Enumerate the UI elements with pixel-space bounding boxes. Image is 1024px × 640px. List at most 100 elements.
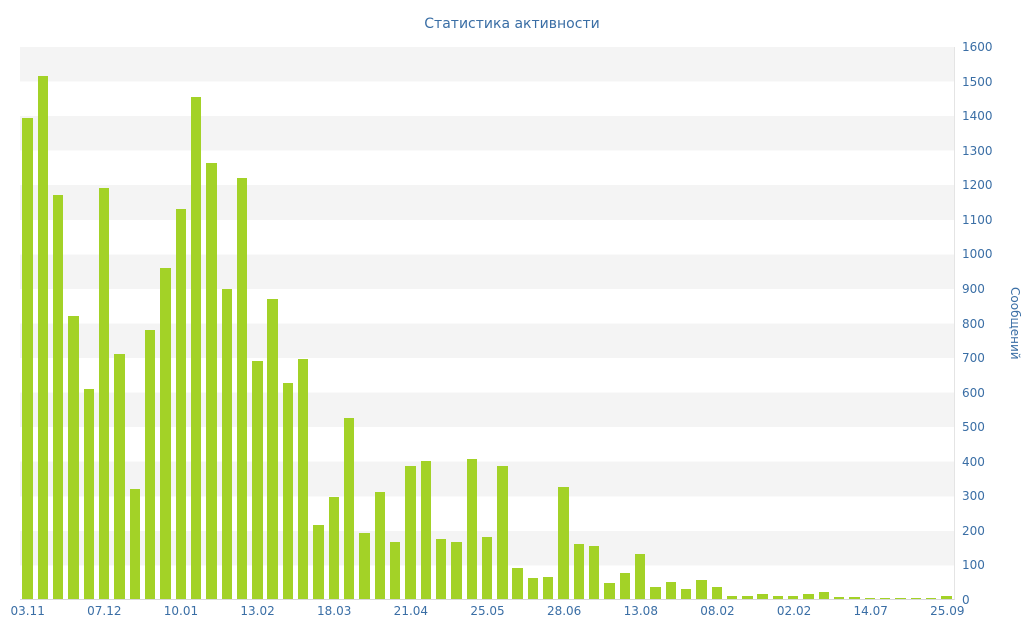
bar-slot [740, 47, 755, 599]
bar [665, 581, 676, 599]
bar [389, 542, 401, 599]
x-slot [679, 602, 694, 620]
x-tick-label: 03.11 [10, 604, 45, 618]
bar-slot [357, 47, 372, 599]
x-slot: 03.11 [10, 602, 44, 620]
bar-slot [479, 47, 494, 599]
x-slot: 07.12 [87, 602, 121, 620]
bar-slot [66, 47, 81, 599]
x-slot: 25.09 [930, 602, 964, 620]
y-tick-label: 1000 [962, 247, 993, 262]
bar-slot [648, 47, 663, 599]
x-slot: 25.05 [470, 602, 504, 620]
bar [144, 329, 156, 599]
bar-slot [403, 47, 418, 599]
bar [252, 360, 263, 599]
x-tick-label: 10.01 [163, 604, 199, 618]
bar-slot [602, 47, 617, 599]
bar [742, 595, 753, 599]
x-slot [265, 602, 280, 620]
bar [818, 592, 830, 599]
x-slot [35, 602, 50, 620]
x-slot [817, 602, 832, 620]
x-slot [281, 602, 296, 620]
bar [864, 597, 876, 599]
bar [497, 466, 508, 599]
y-tick-label: 400 [962, 454, 985, 469]
bar-slot [786, 47, 801, 599]
x-slot [373, 602, 388, 620]
bar-slot [219, 47, 234, 599]
bar [313, 524, 324, 599]
bar-slot [678, 47, 693, 599]
bar-slot [587, 47, 602, 599]
x-tick-label: 25.05 [470, 604, 505, 618]
x-tick-label: 18.03 [317, 604, 352, 618]
y-tick-label: 1500 [962, 74, 993, 89]
x-tick-label: 28.06 [546, 604, 582, 618]
bar-slot [633, 47, 648, 599]
x-slot [127, 602, 142, 620]
x-slot [449, 602, 464, 620]
bar-slot [464, 47, 479, 599]
x-slot [587, 602, 602, 620]
bar-slot [832, 47, 847, 599]
x-slot [832, 602, 847, 620]
y-tick-label: 300 [962, 489, 985, 504]
x-slot: 18.03 [317, 602, 351, 620]
bar-slot [143, 47, 158, 599]
x-slot: 14.07 [854, 602, 888, 620]
x-slot [189, 602, 204, 620]
bar-slot [188, 47, 203, 599]
bar-slot [342, 47, 357, 599]
x-slot [802, 602, 817, 620]
x-slot [756, 602, 771, 620]
bar [879, 597, 891, 599]
plot-area [20, 47, 955, 600]
x-tick-label: 21.04 [393, 604, 429, 618]
bar-slot [127, 47, 142, 599]
x-tick-label: 13.02 [240, 604, 275, 618]
x-tick-label: 08.02 [700, 604, 735, 618]
bar-slot [709, 47, 724, 599]
bar-slot [617, 47, 632, 599]
y-tick-label: 1300 [962, 143, 993, 158]
y-tick-label: 800 [962, 316, 985, 331]
x-tick-label: 07.12 [87, 604, 122, 618]
bar [190, 97, 202, 599]
x-slot [219, 602, 234, 620]
bar-slot [801, 47, 816, 599]
x-slot: 02.02 [777, 602, 811, 620]
bar-slot [862, 47, 877, 599]
bar-slot [724, 47, 739, 599]
bar [757, 593, 768, 599]
bar [236, 178, 248, 599]
x-slot: 28.06 [547, 602, 581, 620]
x-slot [204, 602, 219, 620]
bar-slot [326, 47, 341, 599]
bar [772, 595, 784, 599]
bar [696, 580, 707, 599]
x-slot [143, 602, 158, 620]
bar-slot [663, 47, 678, 599]
bar-slot [495, 47, 510, 599]
x-slot [740, 602, 755, 620]
x-tick-label: 02.02 [776, 604, 812, 618]
bar [543, 576, 554, 599]
bar [83, 388, 95, 599]
bar [849, 597, 860, 599]
bar [68, 316, 79, 599]
bar [573, 543, 585, 599]
x-slot [511, 602, 526, 620]
bar [206, 162, 217, 599]
bar [298, 359, 309, 599]
bar [711, 586, 722, 599]
x-axis: 03.11 07.12 10.01 13.02 18.03 21.04 25.05 28.06… [10, 602, 964, 620]
x-tick-label: 13.08 [623, 604, 658, 618]
x-slot [725, 602, 740, 620]
bar [466, 459, 477, 599]
bar [512, 567, 523, 599]
bar [267, 298, 278, 599]
bar [481, 536, 493, 599]
